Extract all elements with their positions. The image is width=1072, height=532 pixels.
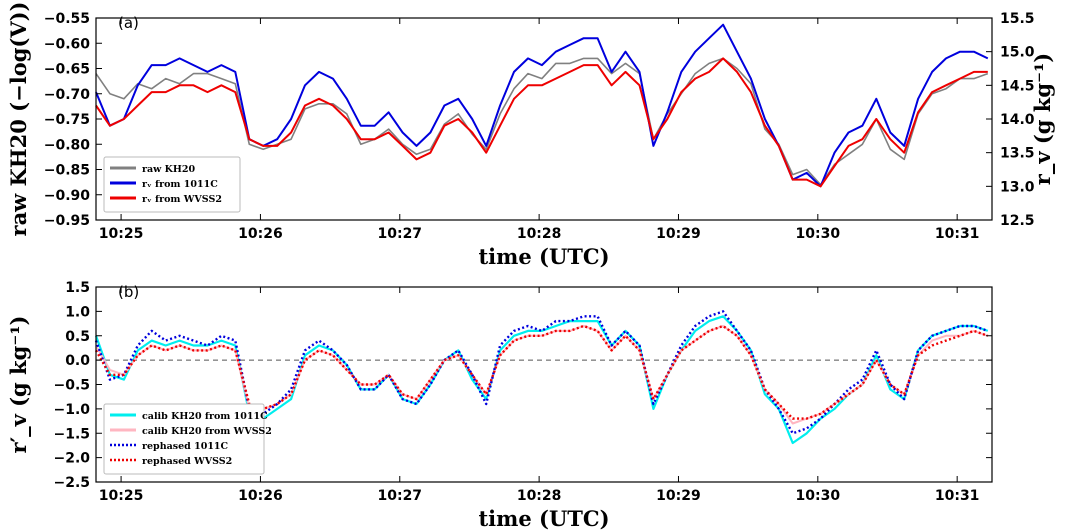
x-tick-label: 10:26 xyxy=(238,226,283,242)
y-tick-label: −0.85 xyxy=(44,163,90,179)
x-tick-label: 10:25 xyxy=(99,226,144,242)
panel-label: (b) xyxy=(118,283,139,301)
y-tick-label: −0.90 xyxy=(44,188,91,204)
y-tick-label: 1.5 xyxy=(65,280,90,296)
y-tick-label: −0.55 xyxy=(44,11,90,27)
x-axis-title: time (UTC) xyxy=(478,506,609,531)
x-tick-label: 10:25 xyxy=(99,488,144,504)
y-axis-title: r′_v (g kg⁻¹) xyxy=(6,316,31,454)
x-tick-label: 10:28 xyxy=(517,226,562,242)
legend-label: calib KH20 from WVSS2 xyxy=(142,426,272,437)
y2-tick-label: 14.0 xyxy=(1000,112,1035,128)
y-tick-label: −0.80 xyxy=(44,137,91,153)
x-tick-label: 10:28 xyxy=(517,488,562,504)
legend-label: calib KH20 from 1011C xyxy=(142,411,268,422)
x-tick-label: 10:31 xyxy=(935,488,980,504)
y-tick-label: −1.5 xyxy=(53,426,90,442)
y-tick-label: −2.5 xyxy=(53,475,90,491)
y-axis-title: raw KH20 (−log(V)) xyxy=(6,2,31,237)
y-tick-label: −0.95 xyxy=(44,213,90,229)
y2-tick-label: 13.0 xyxy=(1000,179,1035,195)
panel-b: 10:25 10:26 10:27 10:28 10:29 10:30 10:31 −2.5 −… xyxy=(6,280,993,531)
legend-box xyxy=(103,403,265,475)
legend-label: rᵥ from 1011C xyxy=(142,179,218,190)
x-tick-label: 10:30 xyxy=(796,226,841,242)
legend-label: rephased WVSS2 xyxy=(142,456,232,467)
series-line-r-v-from-1011c xyxy=(95,23,989,188)
legend-label: rephased 1011C xyxy=(142,441,229,452)
x-tick-label: 10:29 xyxy=(656,488,701,504)
panel-label: (a) xyxy=(118,14,139,32)
y-tick-label: −0.60 xyxy=(44,36,91,52)
y-tick-label: −0.70 xyxy=(44,87,91,103)
y2-tick-label: 15.5 xyxy=(1000,11,1035,27)
y2-tick-label: 12.5 xyxy=(1000,213,1035,229)
y-tick-label: 0.5 xyxy=(65,329,90,345)
panel-a: 10:25 10:26 10:27 10:28 10:29 10:30 10:31 −0.95… xyxy=(6,2,1055,270)
y2-tick-label: 13.5 xyxy=(1000,146,1035,162)
x-tick-label: 10:30 xyxy=(796,488,841,504)
y2-tick-label: 14.5 xyxy=(1000,78,1035,94)
series-line-rephased-wvss2 xyxy=(94,324,989,420)
x-tick-label: 10:29 xyxy=(656,226,701,242)
series-line-r-v-from-wvss2 xyxy=(95,57,988,188)
y-tick-label: 0.0 xyxy=(65,353,90,369)
y-tick-label: −0.65 xyxy=(44,62,90,78)
y-tick-label: −0.5 xyxy=(53,378,90,394)
x-tick-label: 10:26 xyxy=(238,488,283,504)
x-tick-label: 10:27 xyxy=(377,488,422,504)
x-tick-label: 10:27 xyxy=(377,226,422,242)
right-axis-title: r_v (g kg⁻¹) xyxy=(1030,53,1055,185)
y-tick-label: 1.0 xyxy=(65,304,90,320)
y2-tick-label: 15.0 xyxy=(1000,45,1035,61)
y-tick-label: −0.75 xyxy=(44,112,90,128)
legend-label: rᵥ from WVSS2 xyxy=(142,194,222,205)
legend-label: raw KH20 xyxy=(142,164,195,175)
legend-box xyxy=(103,156,241,213)
x-tick-label: 10:31 xyxy=(935,226,980,242)
x-axis-title: time (UTC) xyxy=(478,244,609,269)
y-tick-label: −1.0 xyxy=(53,402,90,418)
y-tick-label: −2.0 xyxy=(53,451,90,467)
